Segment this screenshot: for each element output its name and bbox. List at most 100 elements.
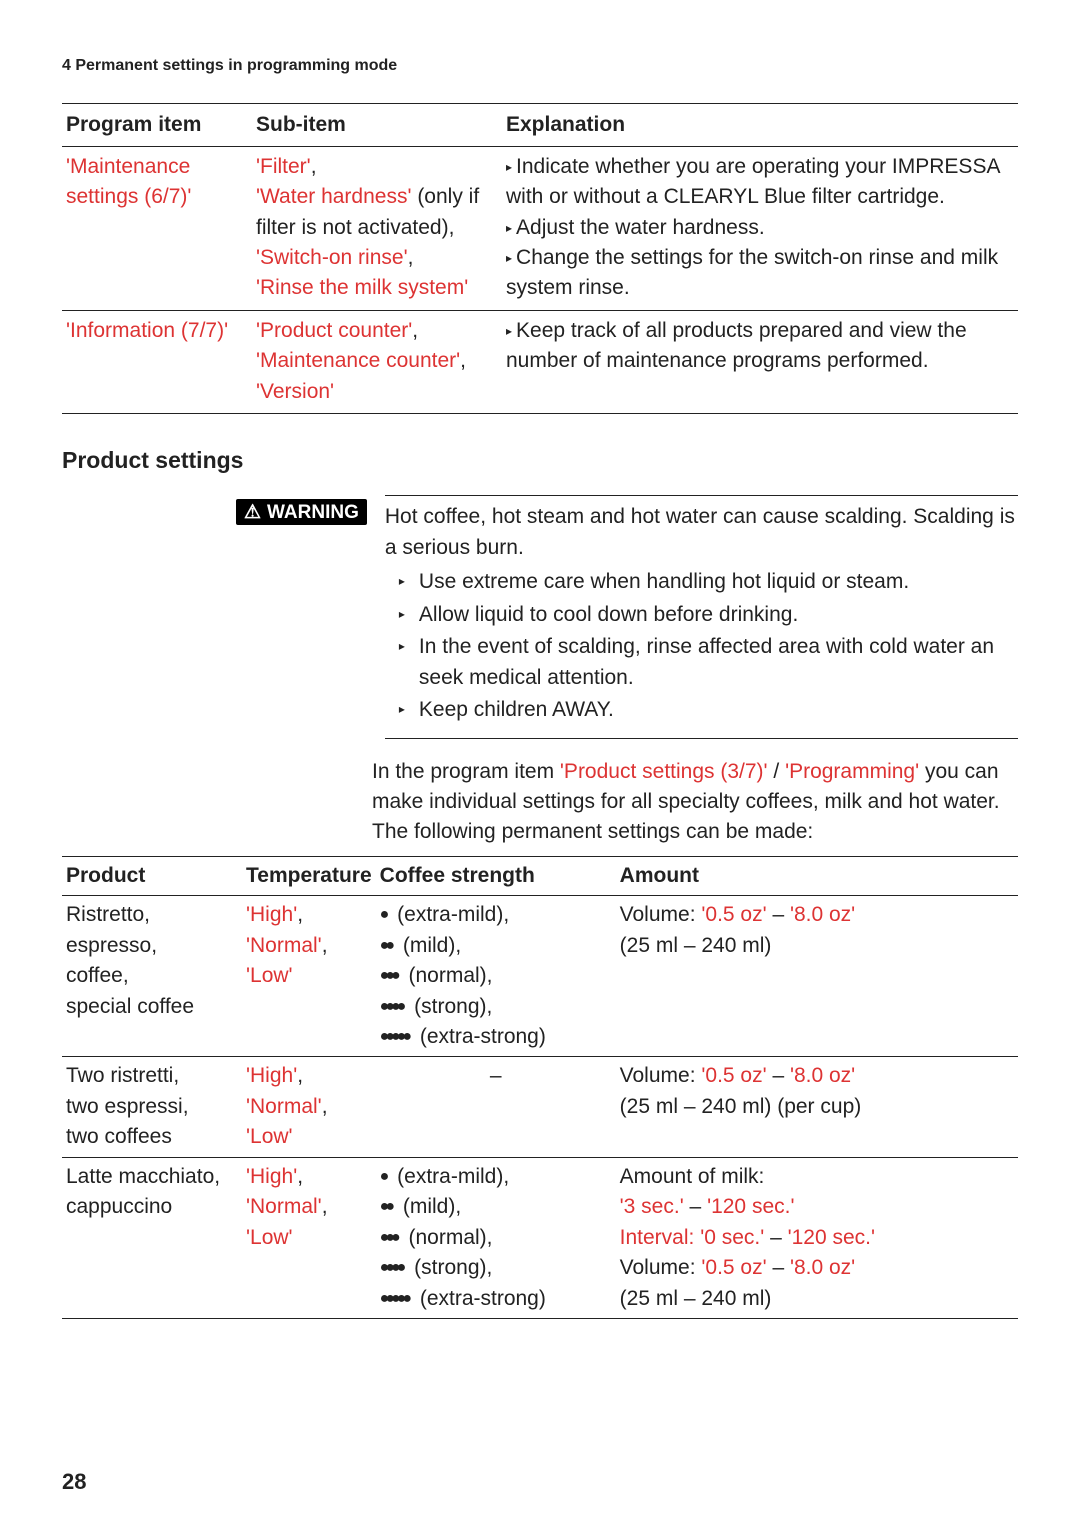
txt: Amount of milk: — [620, 1162, 1014, 1192]
txt: Volume: — [620, 903, 702, 926]
th-strength: Coffee strength — [376, 856, 616, 895]
txt: / — [768, 760, 786, 783]
txt: , — [311, 155, 317, 178]
txt: 'Version' — [256, 380, 334, 403]
program-table: Program item Sub-item Explanation 'Maint… — [62, 103, 1018, 414]
txt: , — [322, 1195, 328, 1218]
bean-icon: ●●●● — [380, 1256, 403, 1279]
th-sub-item: Sub-item — [252, 104, 502, 146]
cell-strength-2: ● (extra-mild), ●● (mild), ●●● (normal),… — [376, 1157, 616, 1318]
txt: '120 sec.' — [788, 1226, 875, 1249]
warning-label: WARNING — [267, 499, 359, 527]
warning-item: In the event of scalding, rinse affected… — [399, 632, 1018, 693]
txt: In the program item — [372, 760, 560, 783]
warning-item: Allow liquid to cool down before drinkin… — [399, 600, 1018, 630]
txt: 'Normal' — [246, 934, 322, 957]
cell-sub-1: 'Product counter', 'Maintenance counter'… — [252, 310, 502, 413]
txt: 'High' — [246, 1064, 297, 1087]
txt: '0.5 oz' — [701, 1256, 766, 1279]
warning-item: Keep children AWAY. — [399, 695, 1018, 725]
bullet-icon: ▸ — [506, 160, 512, 174]
txt: Indicate whether you are operating your … — [506, 155, 999, 208]
th-amount: Amount — [616, 856, 1018, 895]
txt: 'Low' — [246, 1226, 293, 1249]
txt: 'High' — [246, 1165, 297, 1188]
bean-icon: ● — [380, 903, 386, 926]
txt: '8.0 oz' — [790, 903, 855, 926]
txt: 'Rinse the milk system' — [256, 276, 468, 299]
txt: coffee, — [66, 961, 238, 991]
warning-block: ⚠ WARNING Hot coffee, hot steam and hot … — [236, 495, 1018, 738]
txt: 'Programming' — [785, 760, 919, 783]
txt: 'Product settings (3/7)' — [560, 760, 768, 783]
txt: (25 ml – 240 ml) (per cup) — [620, 1092, 1014, 1122]
warning-body: Hot coffee, hot steam and hot water can … — [385, 495, 1018, 738]
warning-icon: ⚠ — [244, 499, 261, 527]
txt: Volume: — [620, 1256, 702, 1279]
bean-icon: ●●● — [380, 964, 397, 987]
txt: (normal), — [409, 1226, 493, 1249]
txt: Volume: — [620, 1064, 702, 1087]
txt: 'Low' — [246, 964, 293, 987]
txt: Interval: — [620, 1226, 701, 1249]
txt: (extra-strong) — [420, 1025, 546, 1048]
cell-products-1: Two ristretti, two espressi, two coffees — [62, 1057, 242, 1157]
cell-sub-0: 'Filter', 'Water hardness' (only if filt… — [252, 146, 502, 310]
txt: espresso, — [66, 931, 238, 961]
txt: 'Maintenance counter' — [256, 349, 460, 372]
cell-amount-1: Volume: '0.5 oz' – '8.0 oz' (25 ml – 240… — [616, 1057, 1018, 1157]
txt: , — [297, 1165, 303, 1188]
txt: Adjust the water hardness. — [516, 216, 765, 239]
txt: , — [408, 246, 414, 269]
txt: , — [297, 1064, 303, 1087]
warning-list: Use extreme care when handling hot liqui… — [399, 567, 1018, 725]
txt: – — [767, 1256, 790, 1279]
txt: 'Low' — [246, 1125, 293, 1148]
chapter-header: 4 Permanent settings in programming mode — [62, 54, 1018, 77]
txt: Keep children AWAY. — [419, 695, 614, 725]
warning-item: Use extreme care when handling hot liqui… — [399, 567, 1018, 597]
bullet-icon: ▸ — [506, 221, 512, 235]
cell-temps-2: 'High', 'Normal', 'Low' — [242, 1157, 376, 1318]
txt: '3 sec.' — [620, 1195, 684, 1218]
txt: (normal), — [409, 964, 493, 987]
txt: Keep track of all products prepared and … — [506, 319, 967, 372]
txt: , — [297, 903, 303, 926]
txt: Ristretto, — [66, 900, 238, 930]
txt: cappuccino — [66, 1192, 238, 1222]
txt: In the event of scalding, rinse affected… — [419, 632, 1018, 693]
txt: 'Water hardness' — [256, 185, 411, 208]
txt: Two ristretti, — [66, 1061, 238, 1091]
txt: Allow liquid to cool down before drinkin… — [419, 600, 798, 630]
warning-badge: ⚠ WARNING — [236, 499, 367, 525]
cell-strength-0: ● (extra-mild), ●● (mild), ●●● (normal),… — [376, 896, 616, 1057]
txt: – — [767, 1064, 790, 1087]
txt: '8.0 oz' — [790, 1256, 855, 1279]
cell-prog-0: 'Maintenance settings (6/7)' — [62, 146, 252, 310]
txt: '0.5 oz' — [701, 903, 766, 926]
txt: (25 ml – 240 ml) — [620, 931, 1014, 961]
txt: (extra-mild), — [397, 1165, 509, 1188]
cell-prog-1: 'Information (7/7)' — [62, 310, 252, 413]
product-table: Product Temperature Coffee strength Amou… — [62, 856, 1018, 1319]
txt: , — [412, 319, 418, 342]
txt: settings (6/7)' — [66, 185, 191, 208]
cell-products-2: Latte macchiato, cappuccino — [62, 1157, 242, 1318]
th-explanation: Explanation — [502, 104, 1018, 146]
bean-icon: ●●●● — [380, 995, 403, 1018]
txt: Change the settings for the switch-on ri… — [506, 246, 998, 299]
txt: 'Maintenance — [66, 155, 190, 178]
bean-icon: ●● — [380, 1195, 391, 1218]
txt: (25 ml – 240 ml) — [620, 1284, 1014, 1314]
txt: 'Information (7/7)' — [66, 319, 228, 342]
bean-icon: ●● — [380, 934, 391, 957]
warning-intro: Hot coffee, hot steam and hot water can … — [385, 502, 1018, 563]
bean-icon: ●●●●● — [380, 1025, 408, 1048]
cell-products-0: Ristretto, espresso, coffee, special cof… — [62, 896, 242, 1057]
cell-strength-1: – — [376, 1057, 616, 1157]
txt: (extra-mild), — [397, 903, 509, 926]
txt: 'Filter' — [256, 155, 311, 178]
txt: 'Product counter' — [256, 319, 412, 342]
txt: , — [460, 349, 466, 372]
txt: two espressi, — [66, 1092, 238, 1122]
